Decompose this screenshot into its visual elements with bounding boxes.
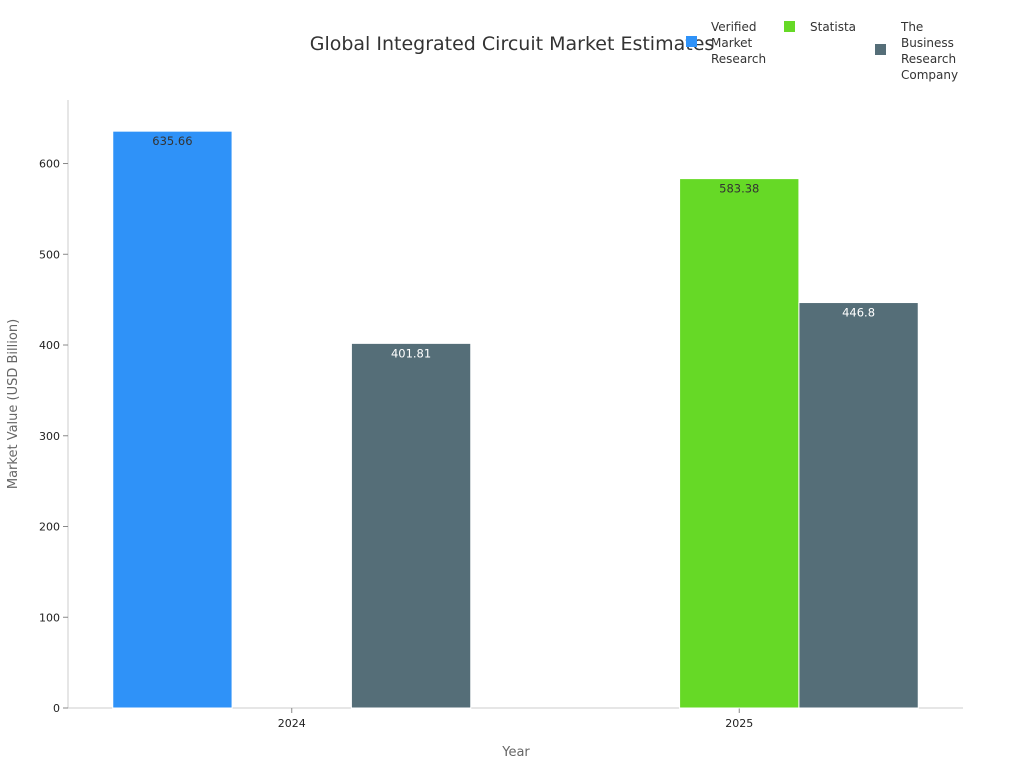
- bar-value-label: 583.38: [719, 182, 759, 196]
- bar: [798, 302, 919, 709]
- y-tick-label: 200: [39, 521, 60, 534]
- y-tick-label: 500: [39, 248, 60, 261]
- y-ticks: 0 100 200 300 400 500 600: [39, 158, 68, 715]
- y-tick-label: 400: [39, 339, 60, 352]
- chart-title: Global Integrated Circuit Market Estimat…: [310, 33, 715, 55]
- x-tick-label: 2024: [278, 717, 306, 730]
- bar-labels: 635.66 401.81 583.38 446.8: [152, 134, 875, 360]
- bar-value-label: 446.8: [842, 306, 875, 320]
- legend-label: Statista: [810, 20, 856, 34]
- legend: Verified Market Research Statista The Busines…: [686, 20, 958, 82]
- x-ticks: 2024 2025: [278, 708, 753, 730]
- x-axis-title: Year: [501, 745, 530, 760]
- y-tick-label: 300: [39, 430, 60, 443]
- bar: [679, 178, 800, 709]
- legend-swatch: [875, 44, 886, 55]
- y-tick-label: 600: [39, 158, 60, 171]
- bar: [112, 130, 233, 709]
- y-axis-title: Market Value (USD Billion): [6, 319, 21, 489]
- bar-value-label: 401.81: [391, 346, 431, 360]
- legend-swatch: [784, 21, 795, 32]
- bars: [112, 130, 919, 709]
- y-tick-label: 0: [53, 702, 60, 715]
- bar-value-label: 635.66: [152, 134, 192, 148]
- plot-area: 0 100 200 300 400 500 600 2024 2025 635.66 401.8…: [39, 100, 963, 730]
- legend-label: Verified Market Research: [711, 20, 766, 66]
- y-tick-label: 100: [39, 611, 60, 624]
- legend-swatch: [686, 36, 697, 47]
- x-tick-label: 2025: [725, 717, 753, 730]
- legend-label: The Business Research Company: [900, 20, 958, 82]
- bar: [350, 342, 472, 709]
